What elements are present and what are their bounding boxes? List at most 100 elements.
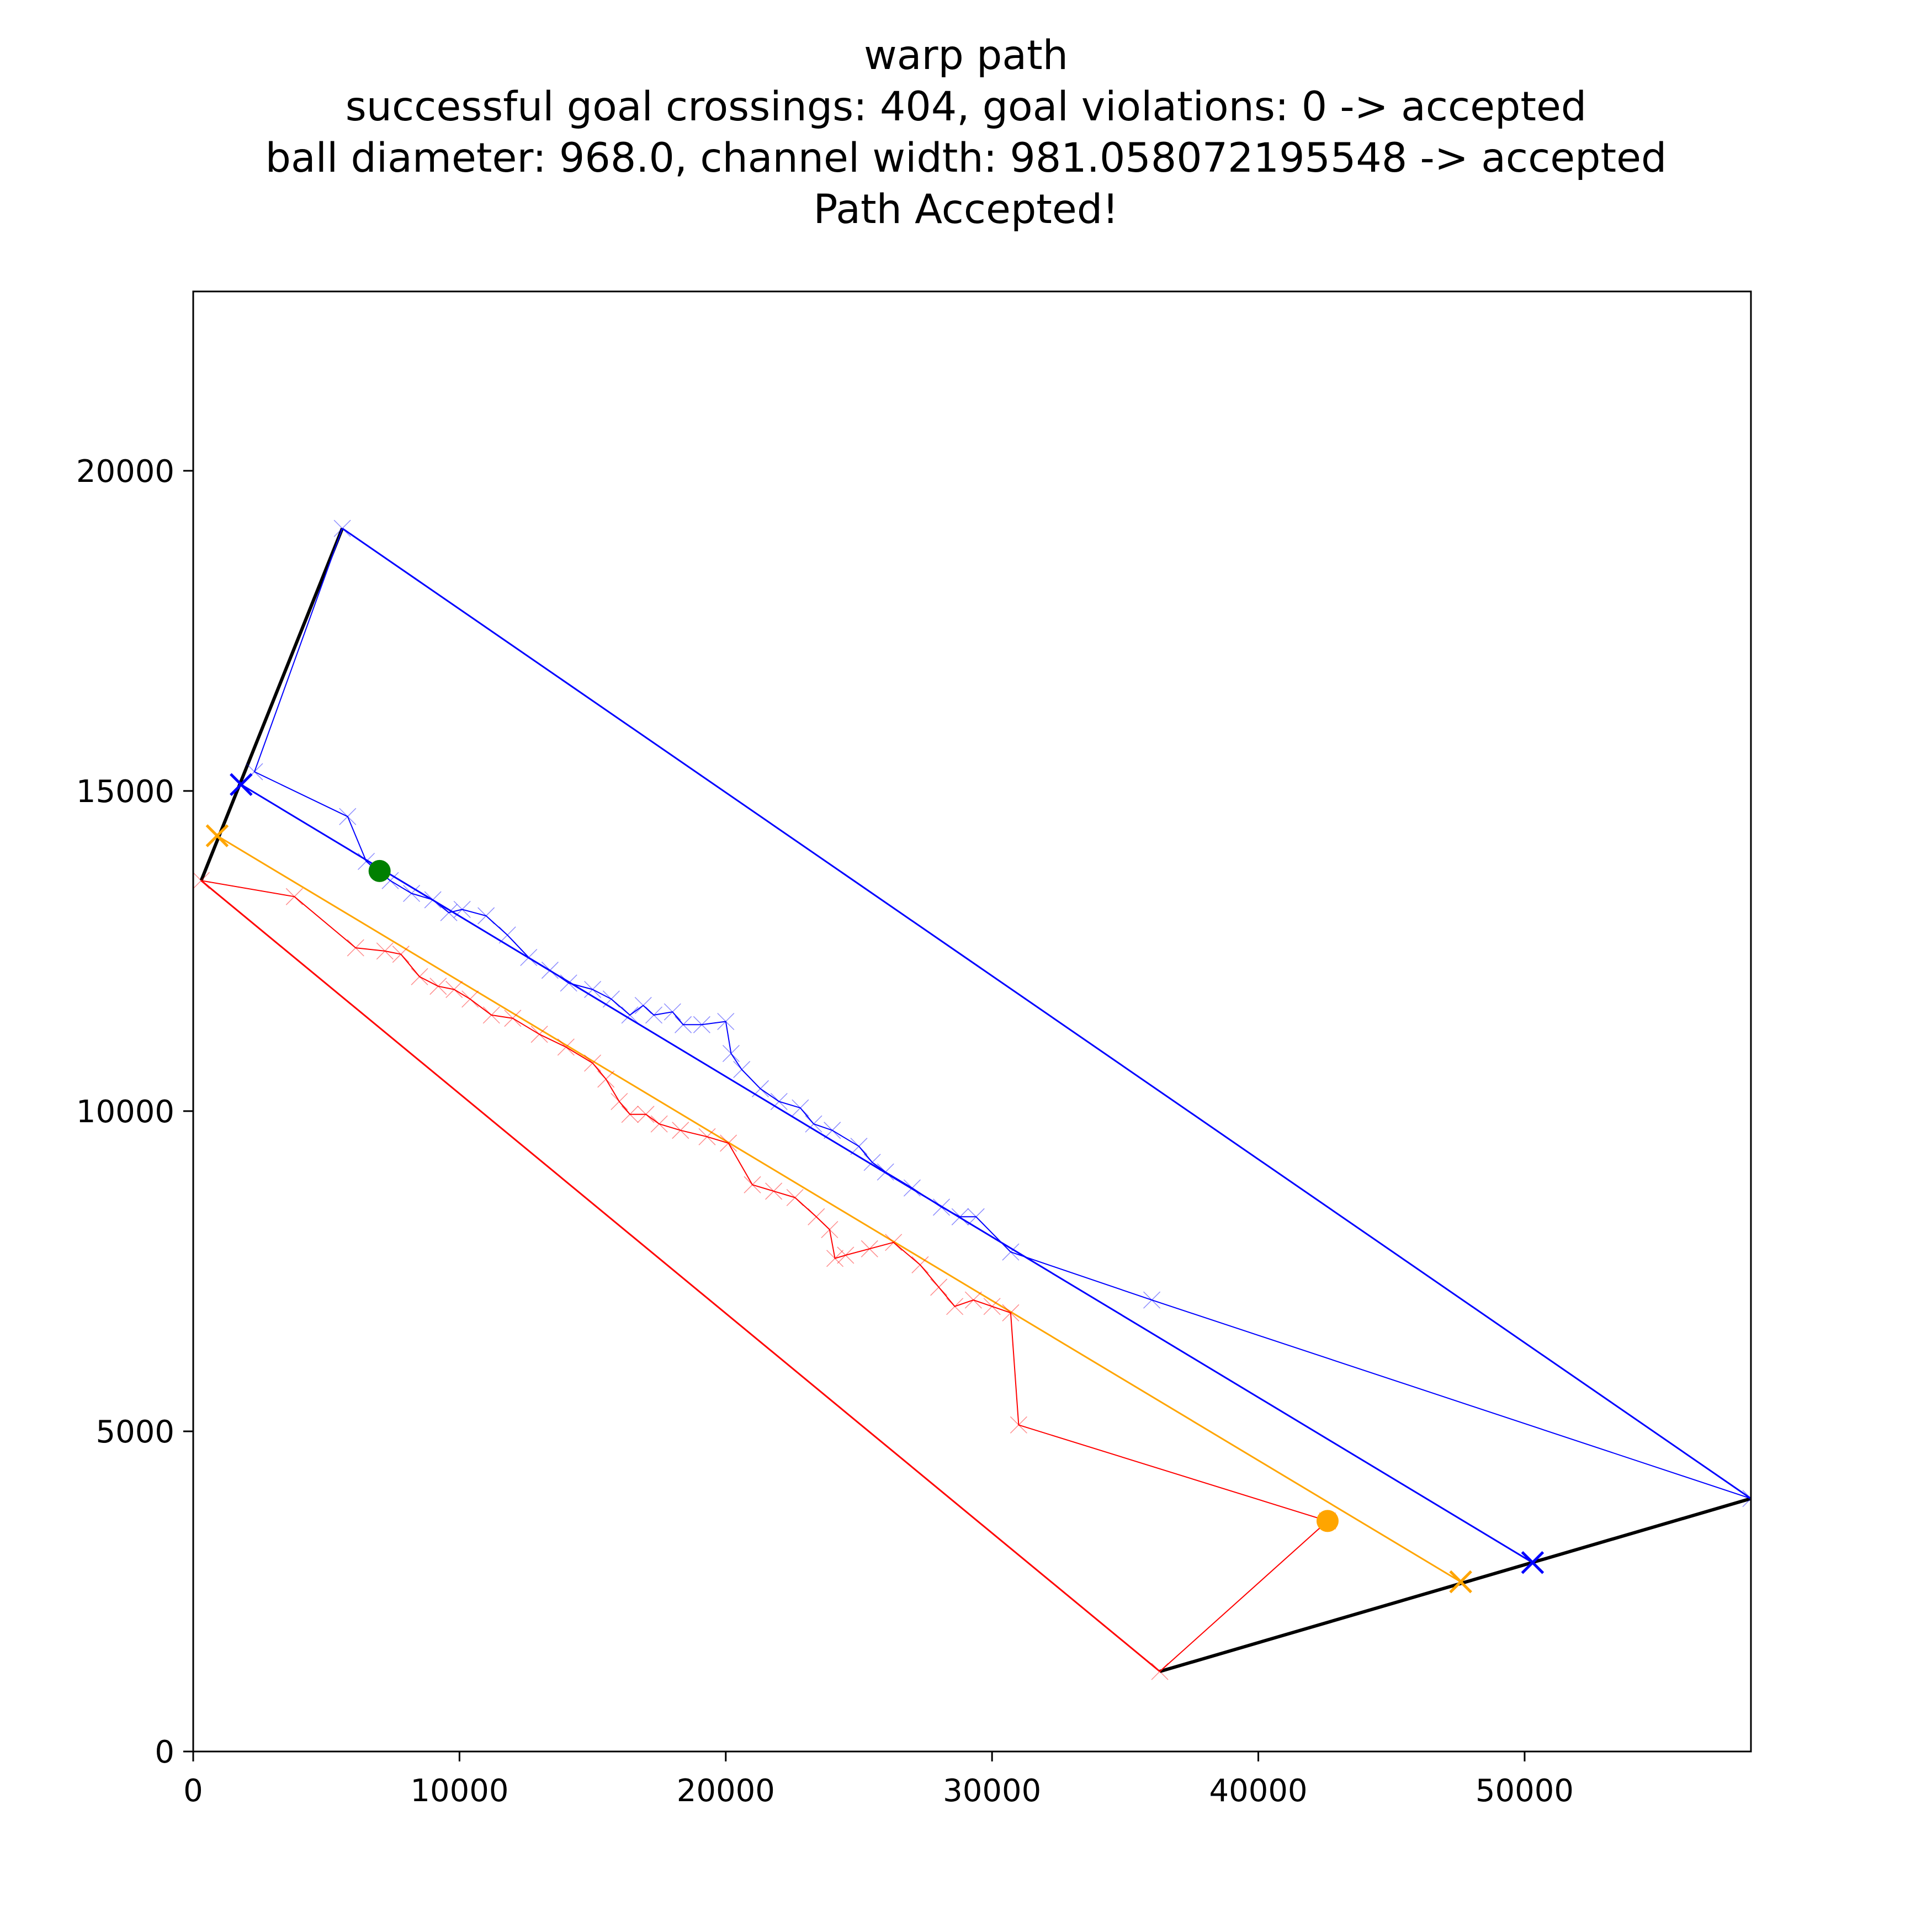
warp-path-blue-sample-marker: [863, 1154, 881, 1171]
goal-marker-x-marker: [230, 773, 253, 797]
warp-path-blue-sample-marker: [520, 948, 538, 967]
x-tick-label: 50000: [1475, 1773, 1574, 1809]
warp-path-red-sample-marker: [584, 1054, 602, 1072]
warp-path-red-sample-marker: [837, 1246, 854, 1264]
warp-path-red-sample-marker: [698, 1128, 716, 1145]
warp-path-red-sample-marker: [946, 1298, 964, 1315]
warp-path-red-sample-marker: [482, 1006, 500, 1024]
warp-path-red-sample-marker: [611, 1092, 628, 1111]
warp-path-red-sample-marker: [861, 1240, 878, 1257]
warp-path-blue-sample-marker: [424, 891, 442, 909]
goal-marker-x-marker: [1449, 1570, 1472, 1594]
goal-marker-x-marker: [205, 824, 229, 847]
warp-path-red-sample-marker: [504, 1010, 522, 1027]
x-tick-label: 0: [183, 1773, 203, 1809]
warp-path-blue-sample-marker: [877, 1163, 894, 1181]
warp-path-blue-sample-marker: [339, 808, 357, 825]
warp-path-blue-sample-marker: [951, 1208, 969, 1225]
x-axis: 0 10000 20000 30000 40000 50000: [183, 1751, 1574, 1809]
y-tick-label: 0: [155, 1734, 174, 1770]
warp-path-red-sample-marker: [826, 1250, 844, 1267]
warp-path-red-sample-marker: [597, 1070, 615, 1088]
chart-title: warp path successful goal crossings: 404…: [266, 32, 1667, 233]
warp-path-blue-sample-marker: [770, 1092, 788, 1111]
series-outer-boundary-2: [342, 527, 1751, 1500]
warp-path-blue-sample-marker: [967, 1208, 985, 1225]
series-warp-path-red-7: [201, 880, 1328, 1672]
warp-path-blue-sample-marker: [440, 904, 458, 921]
y-tick-label: 15000: [76, 774, 174, 810]
x-tick-label: 40000: [1209, 1773, 1307, 1809]
warp-path-blue-sample-marker: [664, 1003, 681, 1021]
end-point-o-marker: [1316, 1510, 1339, 1532]
warp-path-red-sample-marker: [821, 1220, 838, 1239]
series-goal-line-0: [199, 528, 344, 882]
y-axis: 0 5000 10000 15000 20000: [76, 454, 193, 1770]
warp-path-blue-sample-marker: [717, 1012, 735, 1031]
warp-path-red-sample-marker: [786, 1188, 804, 1207]
title-line-3: ball diameter: 968.0, channel width: 981…: [266, 135, 1667, 182]
goal-marker-x-marker: [1521, 1551, 1544, 1574]
title-line-1: warp path: [864, 32, 1068, 79]
warp-path-blue-sample-marker: [850, 1138, 868, 1155]
warp-path-red-sample-marker: [376, 942, 394, 960]
warp-path-red-sample-marker: [445, 980, 463, 999]
warp-path-red-sample-marker: [744, 1176, 761, 1193]
warp-path-blue-sample-marker: [453, 900, 471, 919]
y-tick-label: 5000: [95, 1414, 174, 1450]
warp-path-red-sample-marker: [808, 1208, 825, 1225]
warp-path-blue-sample-marker: [621, 1006, 639, 1024]
warp-path-red-sample-marker: [720, 1134, 737, 1152]
warp-path-blue-sample-marker: [477, 907, 495, 925]
warp-path-red-sample-marker: [285, 888, 303, 905]
warp-path-blue-sample-marker: [498, 926, 516, 944]
warp-path-blue-sample-marker: [1143, 1291, 1161, 1309]
warp-path-blue-sample-marker: [584, 980, 602, 999]
warp-path-red-sample-marker: [429, 978, 447, 995]
warp-path-red-sample-marker: [637, 1106, 655, 1123]
warp-path-red-sample-marker: [672, 1122, 689, 1139]
title-line-4: Path Accepted!: [814, 186, 1119, 233]
warp-path-blue-sample-marker: [792, 1099, 809, 1117]
warp-path-red-sample-marker: [885, 1234, 903, 1251]
warp-path-blue-sample-marker: [675, 1016, 692, 1033]
warp-path-blue-sample-marker: [805, 1115, 822, 1133]
warp-path-red-sample-marker: [765, 1182, 783, 1200]
title-line-2: successful goal crossings: 404, goal vio…: [346, 83, 1587, 130]
series-outer-boundary-3: [200, 880, 1161, 1673]
warp-path-red-sample-marker: [983, 1298, 1001, 1315]
warp-path-blue-sample-marker: [645, 1006, 663, 1024]
warp-path-blue-sample-marker: [1002, 1243, 1020, 1261]
warp-path-blue-sample-marker: [751, 1080, 769, 1097]
marker-layer: [205, 773, 1544, 1594]
warp-path-blue-sample-marker: [333, 519, 351, 537]
warp-path-blue-sample-marker: [733, 1060, 751, 1079]
plot-frame: [192, 290, 1752, 1753]
warp-path-red-sample-marker: [411, 968, 428, 985]
series-warp-path-blue-6: [254, 528, 1751, 1499]
warp-path-red-sample-marker: [1002, 1304, 1020, 1321]
warp-path-red-sample-marker: [911, 1256, 929, 1273]
warp-path-blue-sample-marker: [1742, 1490, 1751, 1508]
warp-path-red-sample-marker: [1151, 1663, 1169, 1680]
warp-path-blue-sample-marker: [634, 996, 652, 1015]
x-tick-label: 10000: [410, 1773, 508, 1809]
warp-path-blue-sample-marker: [541, 962, 559, 979]
series-straight-path-5: [241, 784, 1533, 1564]
x-tick-label: 20000: [677, 1773, 775, 1809]
series-goal-line-1: [1159, 1496, 1751, 1673]
warp-path-blue-sample-marker: [560, 974, 577, 992]
warp-path-red-sample-marker: [347, 939, 364, 957]
warp-path-red-sample-marker: [461, 990, 479, 1008]
y-tick-label: 10000: [76, 1094, 174, 1130]
start-point-o-marker: [368, 859, 391, 882]
warp-path-blue-sample-marker: [403, 884, 421, 903]
warp-path-red-sample-marker: [557, 1038, 575, 1056]
warp-path-blue-sample-marker: [722, 1044, 740, 1063]
y-tick-label: 20000: [76, 454, 174, 490]
series-center-line-4: [216, 835, 1461, 1583]
warp-path-red-sample-marker: [650, 1115, 668, 1133]
warp-path-red-sample-marker: [530, 1026, 548, 1043]
